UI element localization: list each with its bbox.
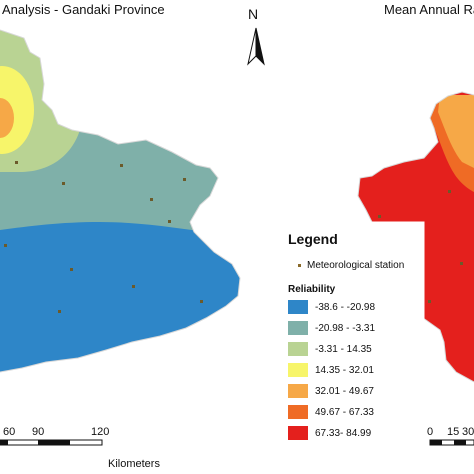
legend-class-label: 14.35 - 32.01 bbox=[315, 364, 374, 376]
scalebar-left-tick: 120 bbox=[91, 426, 110, 438]
legend-swatch bbox=[288, 426, 308, 440]
legend-swatch bbox=[288, 300, 308, 314]
legend-swatch bbox=[288, 363, 308, 377]
legend-swatch bbox=[288, 384, 308, 398]
legend-class-label: 49.67 - 67.33 bbox=[315, 406, 374, 418]
scalebar-left-tick: 90 bbox=[32, 426, 45, 438]
legend-class-row: 49.67 - 67.33 bbox=[288, 405, 374, 419]
legend-class-label: -38.6 - -20.98 bbox=[315, 301, 376, 313]
scalebar-right-tick: 30 bbox=[462, 426, 474, 438]
legend-class-row: -38.6 - -20.98 bbox=[288, 300, 375, 314]
legend-class-row: 14.35 - 32.01 bbox=[288, 363, 374, 377]
legend-swatch bbox=[288, 342, 308, 356]
legend-swatch bbox=[288, 405, 308, 419]
scalebar-right-tick: 15 bbox=[447, 426, 460, 438]
north-arrow-icon bbox=[247, 27, 265, 66]
legend-title: Legend bbox=[288, 231, 338, 247]
legend-class-row: 67.33- 84.99 bbox=[288, 426, 371, 440]
scalebar-left bbox=[0, 439, 103, 446]
legend-subtitle: Reliability bbox=[288, 284, 336, 295]
legend-class-row: -3.31 - 14.35 bbox=[288, 342, 372, 356]
legend-class-label: 32.01 - 49.67 bbox=[315, 385, 374, 397]
legend-class-row: -20.98 - -3.31 bbox=[288, 321, 375, 335]
north-label: N bbox=[248, 6, 259, 22]
left-map bbox=[0, 29, 241, 373]
left-station-markers bbox=[4, 161, 203, 313]
scalebar-right-tick: 0 bbox=[427, 426, 434, 438]
legend-class-label: -20.98 - -3.31 bbox=[315, 322, 376, 334]
scalebar-right bbox=[429, 439, 474, 446]
left-map-title: Analysis - Gandaki Province bbox=[2, 2, 165, 17]
legend-class-label: 67.33- 84.99 bbox=[315, 427, 372, 439]
station-marker-icon bbox=[298, 264, 301, 267]
legend-station-entry: Meteorological station bbox=[298, 260, 404, 271]
scalebar-left-unit: Kilometers bbox=[108, 458, 160, 470]
right-map-title: Mean Annual Ra bbox=[384, 2, 474, 17]
scalebar-left-tick: 60 bbox=[3, 426, 16, 438]
legend-class-row: 32.01 - 49.67 bbox=[288, 384, 374, 398]
legend-class-label: -3.31 - 14.35 bbox=[315, 343, 372, 355]
legend-swatch bbox=[288, 321, 308, 335]
legend-station-label: Meteorological station bbox=[307, 260, 405, 271]
